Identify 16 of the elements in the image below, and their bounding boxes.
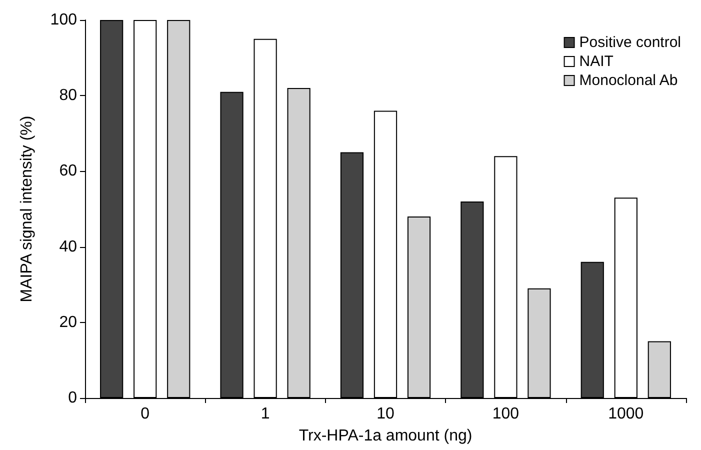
x-tick-label: 1000	[608, 406, 644, 422]
y-tick-label: 20	[59, 314, 78, 331]
legend-label: Positive control	[579, 34, 682, 51]
y-axis-title: MAIPA signal intensity (%)	[18, 116, 36, 302]
y-tick-label: 80	[59, 87, 78, 104]
legend-label: NAIT	[579, 53, 614, 70]
x-tick-label: 0	[140, 406, 150, 422]
y-tick-label: 60	[59, 162, 78, 180]
y-tick-label: 100	[50, 12, 78, 28]
x-tick-label: 1	[260, 406, 270, 422]
x-tick-label: 100	[492, 406, 520, 422]
y-tick-label: 40	[59, 238, 78, 256]
x-tick-label: 10	[376, 406, 394, 422]
y-tick-label: 0	[68, 390, 78, 406]
x-axis-title: Trx-HPA-1a amount (ng)	[298, 428, 472, 444]
legend-label: Monoclonal Ab	[579, 72, 678, 89]
